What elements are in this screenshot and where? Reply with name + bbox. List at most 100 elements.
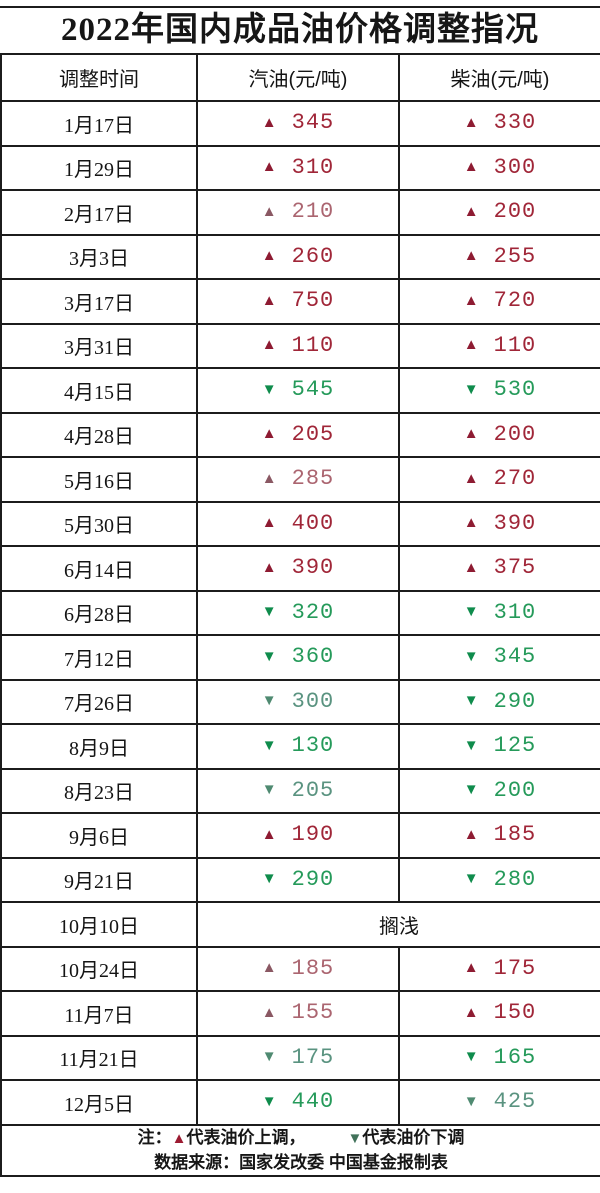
table-row: 6月28日 ▼ 320 ▼ 310 (0, 589, 600, 636)
adjustment-value: 345 (291, 110, 335, 136)
date-cell: 12月5日 (0, 1079, 198, 1126)
adjustment-value: 205 (291, 421, 335, 447)
up-triangle-icon: ▲ (261, 826, 277, 843)
down-triangle-icon: ▼ (261, 737, 277, 754)
up-triangle-icon: ▲ (261, 470, 277, 487)
down-triangle-icon: ▼ (463, 1093, 479, 1110)
table-row: 5月16日 ▲ 285 ▲ 270 (0, 456, 600, 503)
gasoline-cell: ▲ 285 (196, 456, 400, 503)
gasoline-cell: ▲ 185 (196, 945, 400, 992)
adjustment-value: 545 (291, 377, 335, 403)
diesel-cell: ▲ 390 (398, 500, 600, 547)
adjustment-value: 175 (493, 955, 537, 981)
date-cell: 10月10日 (0, 901, 198, 948)
gasoline-cell: ▼ 205 (196, 767, 400, 814)
col-header-gasoline: 汽油(元/吨) (196, 53, 400, 102)
adjustment-value: 150 (493, 1000, 537, 1026)
date-cell: 4月28日 (0, 411, 198, 458)
diesel-cell: ▲ 150 (398, 990, 600, 1037)
diesel-cell: ▼ 425 (398, 1079, 600, 1126)
diesel-cell: ▼ 280 (398, 856, 600, 903)
adjustment-value: 360 (291, 644, 335, 670)
table-row: 2月17日 ▲ 210 ▲ 200 (0, 189, 600, 236)
gasoline-cell: ▲ 400 (196, 500, 400, 547)
footer-notes-cell: 注：▲代表油价上调， ▼代表油价下调 数据来源：国家发改委 中国基金报制表 (0, 1123, 600, 1177)
gasoline-cell: ▲ 750 (196, 278, 400, 325)
gasoline-cell: ▼ 130 (196, 723, 400, 770)
col-header-diesel: 柴油(元/吨) (398, 53, 600, 102)
diesel-cell: ▲ 300 (398, 144, 600, 191)
table-row: 7月26日 ▼ 300 ▼ 290 (0, 678, 600, 725)
gasoline-cell: ▲ 190 (196, 812, 400, 859)
table-row: 7月12日 ▼ 360 ▼ 345 (0, 634, 600, 681)
header-row: 调整时间 汽油(元/吨) 柴油(元/吨) (0, 53, 600, 102)
date-cell: 3月17日 (0, 278, 198, 325)
price-adjustment-table: 调整时间 汽油(元/吨) 柴油(元/吨) 1月17日 ▲ 345 ▲ 330 1月29日 ▲… (0, 53, 600, 1177)
diesel-cell: ▲ 720 (398, 278, 600, 325)
up-triangle-icon: ▲ (261, 426, 277, 443)
up-triangle-icon: ▲ (261, 114, 277, 131)
down-triangle-icon: ▼ (463, 648, 479, 665)
up-triangle-icon: ▲ (463, 159, 479, 176)
gasoline-cell: ▲ 110 (196, 322, 400, 369)
down-triangle-icon: ▼ (261, 604, 277, 621)
adjustment-value: 330 (493, 110, 537, 136)
adjustment-value: 440 (291, 1089, 335, 1115)
up-triangle-icon: ▲ (171, 1129, 187, 1147)
adjustment-value: 185 (291, 955, 335, 981)
date-cell: 8月9日 (0, 723, 198, 770)
date-cell: 11月21日 (0, 1034, 198, 1081)
diesel-cell: ▼ 310 (398, 589, 600, 636)
up-triangle-icon: ▲ (261, 159, 277, 176)
up-triangle-icon: ▲ (463, 114, 479, 131)
adjustment-value: 310 (291, 154, 335, 180)
adjustment-value: 290 (493, 688, 537, 714)
adjustment-value: 200 (493, 199, 537, 225)
date-cell: 4月15日 (0, 367, 198, 414)
legend-note: 注：▲代表油价上调， ▼代表油价下调 (2, 1126, 600, 1151)
down-triangle-icon: ▼ (261, 693, 277, 710)
down-triangle-icon: ▼ (463, 381, 479, 398)
adjustment-value: 255 (493, 243, 537, 269)
gasoline-cell: ▲ 210 (196, 189, 400, 236)
date-cell: 3月3日 (0, 233, 198, 280)
up-triangle-icon: ▲ (463, 337, 479, 354)
up-triangle-icon: ▲ (463, 426, 479, 443)
up-triangle-icon: ▲ (261, 559, 277, 576)
table-row: 11月21日 ▼ 175 ▼ 165 (0, 1034, 600, 1081)
stranded-cell: 搁浅 (196, 901, 600, 948)
table-row: 8月23日 ▼ 205 ▼ 200 (0, 767, 600, 814)
date-cell: 3月31日 (0, 322, 198, 369)
diesel-cell: ▼ 125 (398, 723, 600, 770)
table-row: 5月30日 ▲ 400 ▲ 390 (0, 500, 600, 547)
adjustment-value: 300 (291, 688, 335, 714)
footer-row: 注：▲代表油价上调， ▼代表油价下调 数据来源：国家发改委 中国基金报制表 (0, 1123, 600, 1177)
diesel-cell: ▼ 290 (398, 678, 600, 725)
legend-prefix: 注： (137, 1127, 172, 1147)
gasoline-cell: ▼ 320 (196, 589, 400, 636)
date-cell: 11月7日 (0, 990, 198, 1037)
adjustment-value: 285 (291, 466, 335, 492)
date-cell: 6月28日 (0, 589, 198, 636)
table-row: 6月14日 ▲ 390 ▲ 375 (0, 545, 600, 592)
gasoline-cell: ▲ 310 (196, 144, 400, 191)
table-row: 9月6日 ▲ 190 ▲ 185 (0, 812, 600, 859)
gasoline-cell: ▲ 345 (196, 100, 400, 147)
adjustment-value: 175 (291, 1044, 335, 1070)
date-cell: 9月6日 (0, 812, 198, 859)
up-triangle-icon: ▲ (463, 515, 479, 532)
date-cell: 9月21日 (0, 856, 198, 903)
table-row: 10月10日 搁浅 (0, 901, 600, 948)
adjustment-value: 375 (493, 555, 537, 581)
diesel-cell: ▼ 200 (398, 767, 600, 814)
table-row: 1月17日 ▲ 345 ▲ 330 (0, 100, 600, 147)
table-row: 8月9日 ▼ 130 ▼ 125 (0, 723, 600, 770)
adjustment-value: 125 (493, 733, 537, 759)
date-cell: 7月26日 (0, 678, 198, 725)
up-triangle-icon: ▲ (261, 203, 277, 220)
adjustment-value: 200 (493, 421, 537, 447)
diesel-cell: ▲ 375 (398, 545, 600, 592)
diesel-cell: ▼ 530 (398, 367, 600, 414)
adjustment-value: 190 (291, 822, 335, 848)
table-row: 12月5日 ▼ 440 ▼ 425 (0, 1079, 600, 1126)
